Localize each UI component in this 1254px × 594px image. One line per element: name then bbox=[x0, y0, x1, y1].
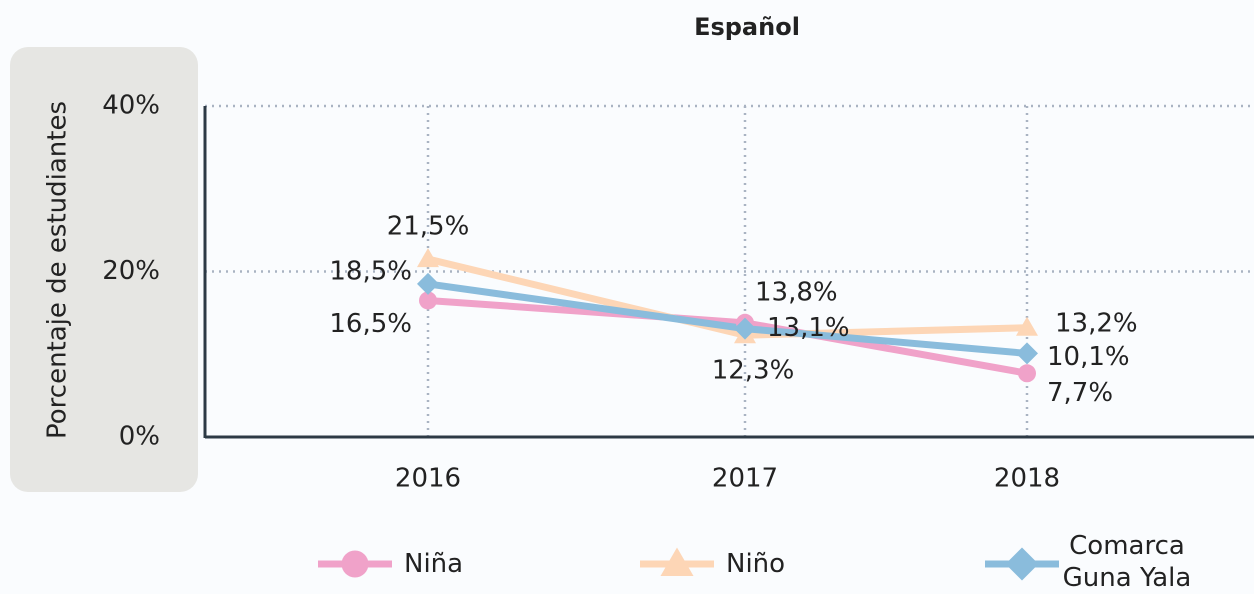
marker bbox=[1005, 547, 1039, 581]
marker bbox=[419, 291, 437, 310]
y-tick-label: 0% bbox=[119, 422, 160, 452]
data-label: 16,5% bbox=[329, 309, 412, 339]
legend-label: Comarca Guna Yala bbox=[1062, 531, 1192, 593]
marker bbox=[660, 547, 694, 576]
marker bbox=[1016, 316, 1038, 336]
y-tick-label: 40% bbox=[102, 91, 160, 121]
data-label: 10,1% bbox=[1047, 342, 1130, 372]
data-label: 21,5% bbox=[387, 212, 470, 242]
x-tick-label: 2017 bbox=[712, 464, 778, 494]
y-axis-label: Porcentaje de estudiantes bbox=[43, 101, 73, 439]
marker bbox=[417, 248, 439, 268]
data-label: 13,8% bbox=[755, 277, 838, 307]
chart-title: Español bbox=[694, 13, 800, 41]
marker bbox=[734, 317, 756, 340]
legend-label: Niña bbox=[404, 549, 464, 579]
data-label: 18,5% bbox=[329, 256, 412, 286]
marker bbox=[417, 272, 439, 295]
data-label: 13,2% bbox=[1055, 308, 1138, 338]
data-label: 7,7% bbox=[1047, 378, 1113, 408]
data-label: 12,3% bbox=[712, 356, 795, 386]
marker bbox=[341, 550, 369, 578]
data-label: 13,1% bbox=[767, 313, 850, 343]
x-tick-label: 2016 bbox=[395, 464, 461, 494]
marker bbox=[1016, 342, 1038, 365]
y-tick-label: 20% bbox=[102, 256, 160, 286]
marker bbox=[1018, 364, 1036, 383]
y-label-box bbox=[10, 47, 198, 492]
legend-label: Niño bbox=[726, 549, 786, 579]
x-tick-label: 2018 bbox=[994, 464, 1060, 494]
